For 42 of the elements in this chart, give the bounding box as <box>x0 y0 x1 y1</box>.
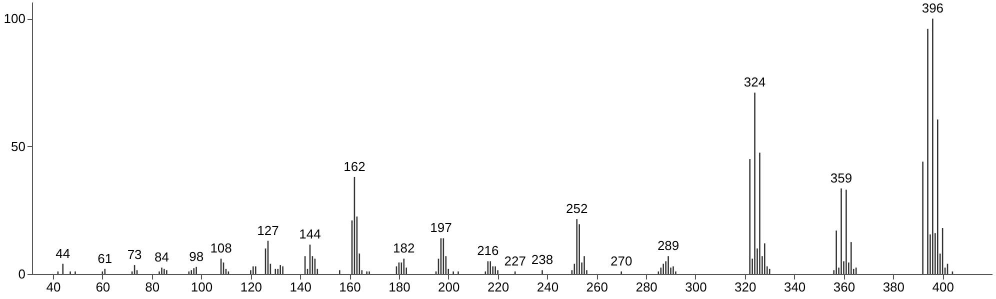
x-tick-label: 380 <box>882 280 905 294</box>
annotation: 270 <box>610 253 632 268</box>
x-tick-label: 120 <box>240 280 262 294</box>
annotation: 84 <box>154 250 169 265</box>
y-tick-label: 50 <box>11 138 26 154</box>
x-tick-label: 400 <box>932 280 954 294</box>
x-tick-label: 220 <box>487 280 510 294</box>
x-tick-label: 240 <box>536 280 559 294</box>
x-tick-label: 80 <box>145 280 160 294</box>
x-tick-label: 140 <box>290 280 312 294</box>
x-tick-label: 260 <box>586 280 608 294</box>
x-tick-label: 40 <box>46 280 61 294</box>
annotation: 127 <box>257 222 279 238</box>
x-tick-label: 300 <box>685 280 707 294</box>
annotation: 216 <box>477 243 499 258</box>
annotation: 197 <box>430 220 452 236</box>
annotation: 98 <box>189 248 204 264</box>
annotation: 162 <box>344 158 366 174</box>
y-tick-label: 0 <box>18 266 26 282</box>
annotation: 359 <box>830 170 852 186</box>
x-tick-label: 360 <box>833 280 856 294</box>
y-tick-label: 100 <box>4 11 26 26</box>
x-tick-label: 60 <box>96 280 110 294</box>
x-tick-label: 180 <box>388 280 410 294</box>
x-tick-label: 280 <box>636 280 658 294</box>
annotation: 289 <box>657 238 680 254</box>
annotation: 44 <box>56 246 70 261</box>
annotation: 108 <box>210 240 232 256</box>
annotation: 73 <box>127 247 142 262</box>
annotation: 182 <box>393 240 415 256</box>
annotation: 396 <box>922 0 944 16</box>
x-tick-label: 320 <box>734 280 756 294</box>
annotation: 252 <box>566 201 588 216</box>
annotation: 61 <box>98 250 112 266</box>
annotation: 227 <box>504 253 526 268</box>
x-tick-label: 100 <box>190 280 213 294</box>
annotation: 238 <box>531 252 554 268</box>
x-tick-label: 160 <box>339 280 361 294</box>
x-tick-label: 200 <box>438 280 460 294</box>
annotation: 144 <box>299 226 321 242</box>
annotation: 324 <box>744 74 766 90</box>
x-tick-label: 340 <box>784 280 806 294</box>
